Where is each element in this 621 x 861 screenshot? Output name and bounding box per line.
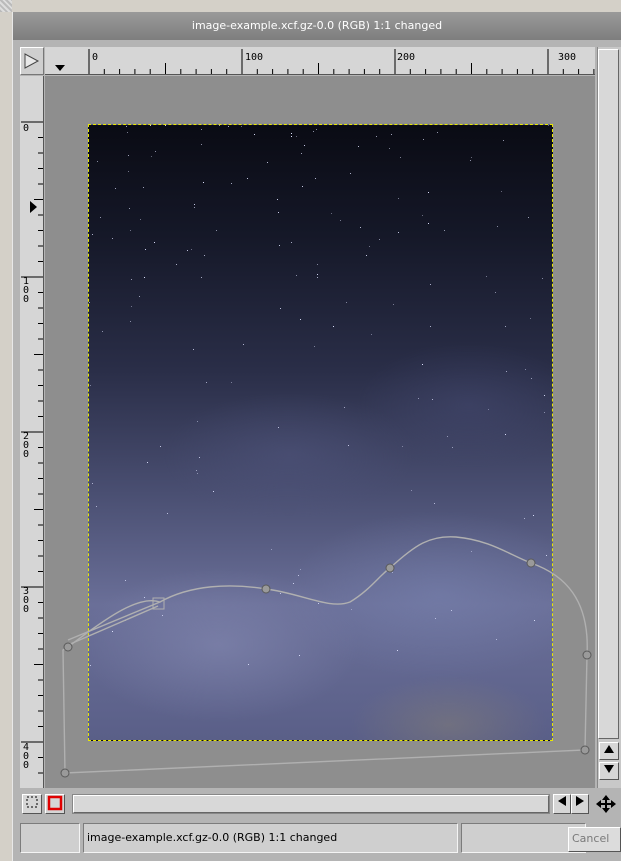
ruler-label: 0 xyxy=(92,52,98,63)
horizontal-scrollbar-thumb[interactable] xyxy=(73,795,549,813)
arrow-up-icon xyxy=(603,744,615,754)
window-title[interactable]: image-example.xcf.gz-0.0 (RGB) 1:1 chang… xyxy=(13,12,621,40)
image-menu-button[interactable] xyxy=(20,47,44,75)
scroll-down-button[interactable] xyxy=(599,762,619,780)
cancel-button[interactable]: Cancel xyxy=(568,827,621,852)
scroll-up-button[interactable] xyxy=(599,742,619,760)
move-cross-icon xyxy=(591,794,621,814)
status-bar: image-example.xcf.gz-0.0 (RGB) 1:1 chang… xyxy=(20,823,621,853)
vertical-scrollbar-thumb[interactable] xyxy=(598,49,619,739)
ruler-label: 300 xyxy=(558,52,576,63)
pointer-coordinates xyxy=(20,823,80,853)
toggle-quickmask-off-button[interactable] xyxy=(22,794,42,814)
toggle-quickmask-button[interactable] xyxy=(45,794,65,814)
window-resize-grip[interactable] xyxy=(0,0,12,12)
quickmask-icon xyxy=(47,795,63,811)
vertical-ruler[interactable]: 0 100 200 300 400 xyxy=(20,76,44,788)
scroll-left-button[interactable] xyxy=(553,794,571,814)
ruler-label: 0 xyxy=(23,124,31,133)
ruler-label: 100 xyxy=(245,52,263,63)
arrow-down-icon xyxy=(603,764,615,774)
ruler-label: 400 xyxy=(23,743,31,770)
ruler-label: 300 xyxy=(23,587,31,614)
ruler-label: 200 xyxy=(397,52,415,63)
status-message: image-example.xcf.gz-0.0 (RGB) 1:1 chang… xyxy=(83,823,458,853)
arrow-left-icon xyxy=(557,795,567,807)
horizontal-ruler-ticks xyxy=(45,47,595,75)
scroll-right-button[interactable] xyxy=(571,794,589,814)
image-canvas[interactable] xyxy=(88,124,553,741)
pointer-position-marker xyxy=(55,65,65,71)
arrow-right-icon xyxy=(575,795,585,807)
horizontal-ruler[interactable]: 0 100 200 300 xyxy=(45,47,595,75)
ruler-label: 100 xyxy=(23,277,31,304)
navigate-button[interactable] xyxy=(591,794,621,814)
triangle-right-icon xyxy=(21,48,43,74)
ruler-label: 200 xyxy=(23,432,31,459)
dotted-square-icon xyxy=(25,795,39,809)
pointer-position-marker xyxy=(30,201,37,213)
